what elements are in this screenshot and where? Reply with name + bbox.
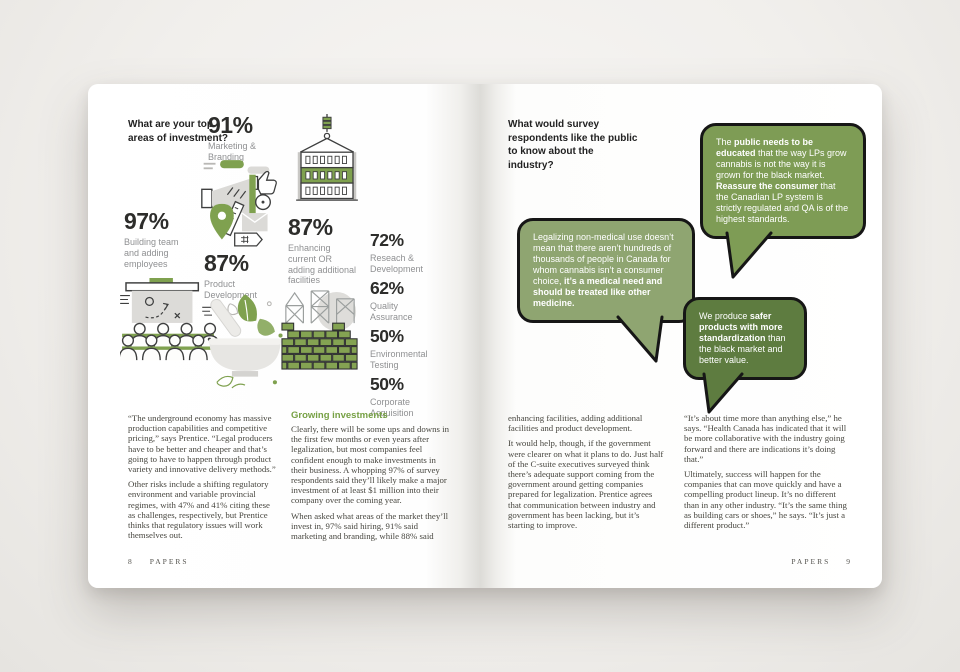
bubble-text: The public needs to be educated that the… [716, 137, 850, 225]
stat-value: 62% [370, 278, 404, 298]
brick-wall-illustration [280, 286, 360, 374]
bubble-text: Legalizing non-medical use doesn’t mean … [533, 232, 679, 309]
body-paragraph: Other risks include a shifting regulator… [128, 479, 270, 541]
stat-label: Quality Assurance [370, 301, 413, 322]
right-page: What would survey respondents like the p… [480, 84, 882, 588]
bubble-text: We produce safer products with more stan… [699, 311, 791, 366]
speech-bubble-safer-products: We produce safer products with more stan… [683, 297, 807, 414]
right-page-column-2: “It’s about time more than anything else… [684, 413, 852, 535]
stat-value: 87% [288, 214, 333, 240]
bubble-text-segment: safer products with more standardization [699, 311, 783, 343]
stat-value: 50% [370, 374, 404, 394]
speech-bubble-public-education: The public needs to be educated that the… [700, 123, 866, 279]
left-page-footer: 8 PAPERS [128, 557, 189, 566]
body-paragraph: Ultimately, success will happen for the … [684, 469, 847, 531]
stat-enhancing-facilities: 87% Enhancing current OR adding addition… [288, 214, 388, 286]
stat-value: 97% [124, 208, 169, 234]
bubble-tail [702, 372, 744, 414]
page-number: 9 [846, 557, 852, 566]
speech-bubble-medical-need: Legalizing non-medical use doesn’t mean … [517, 218, 695, 363]
bubble-text-segment: than the black market and better value. [699, 332, 786, 365]
body-paragraph: It would help, though, if the government… [508, 438, 664, 531]
stat-label: Product Development [204, 279, 258, 300]
right-page-question: What would survey respondents like the p… [508, 119, 638, 171]
stat-building-team: 97% Building team and adding employees [124, 208, 216, 269]
stat-label: Environmental Testing [370, 349, 428, 370]
left-page-column-1: “The underground economy has massive pro… [128, 413, 278, 545]
stat-label: Enhancing current OR adding additional f… [288, 243, 357, 286]
bubble-tail [616, 315, 664, 363]
bubble-text-segment: Legalizing non-medical use doesn’t mean … [533, 232, 674, 286]
bubble-text-segment: that the Canadian LP system is strictly … [716, 180, 849, 224]
team-presentation-illustration [120, 278, 218, 364]
stat-corporate-acquisition: 50% Corporate Acquisition [370, 374, 470, 419]
stat-research-development: 72% Reseach & Development [370, 230, 470, 275]
stat-value: 72% [370, 230, 404, 250]
bubble-text-segment: Reassure the consumer [716, 180, 819, 191]
stat-label: Corporate Acquisition [370, 397, 414, 418]
bubble-text-segment: it’s a medical need and should be treate… [533, 275, 663, 308]
body-paragraph: Clearly, there will be some ups and down… [291, 424, 449, 506]
stat-value: 50% [370, 326, 404, 346]
megaphone-marketing-illustration [200, 158, 284, 248]
body-paragraph: When asked what areas of the market they… [291, 510, 449, 542]
stat-label: Reseach & Development [370, 253, 424, 274]
journal-title: PAPERS [149, 557, 189, 566]
body-paragraph: “The underground economy has massive pro… [128, 413, 276, 475]
left-page: What are your top areas of investment? 9… [88, 84, 480, 588]
bubble-text-segment: The [716, 137, 735, 147]
left-page-question: What are your top areas of investment? [128, 119, 229, 144]
page-number: 8 [128, 557, 134, 566]
stat-value: 91% [208, 112, 253, 138]
book-spread: What are your top areas of investment? 9… [88, 84, 882, 588]
building-crane-illustration [292, 114, 362, 205]
stat-value: 87% [204, 250, 249, 276]
stat-product-development: 87% Product Development [204, 250, 292, 301]
bubble-tail [725, 231, 773, 279]
stat-quality-assurance: 62% Quality Assurance [370, 278, 470, 323]
stat-marketing: 91% Marketing & Branding [208, 112, 290, 163]
stat-environmental-testing: 50% Environmental Testing [370, 326, 474, 371]
bubble-text-segment: public needs to be educated [716, 137, 814, 158]
stat-label: Building team and adding employees [124, 237, 179, 269]
right-page-footer: PAPERS 9 [791, 557, 852, 566]
body-paragraph: “It’s about time more than anything else… [684, 413, 847, 464]
mortar-pestle-illustration [202, 292, 288, 394]
section-heading: Growing investments [291, 410, 388, 421]
body-paragraph: enhancing facilities, adding additional … [508, 413, 643, 434]
stat-label: Marketing & Branding [208, 141, 257, 162]
left-page-column-2: Growing investments Clearly, there will … [291, 410, 453, 546]
bubble-text-segment: We produce [699, 311, 750, 321]
right-page-column-1: enhancing facilities, adding additional … [508, 413, 666, 535]
journal-title: PAPERS [791, 557, 831, 566]
bubble-text-segment: that the way LPs grow cannabis is not th… [716, 147, 847, 180]
